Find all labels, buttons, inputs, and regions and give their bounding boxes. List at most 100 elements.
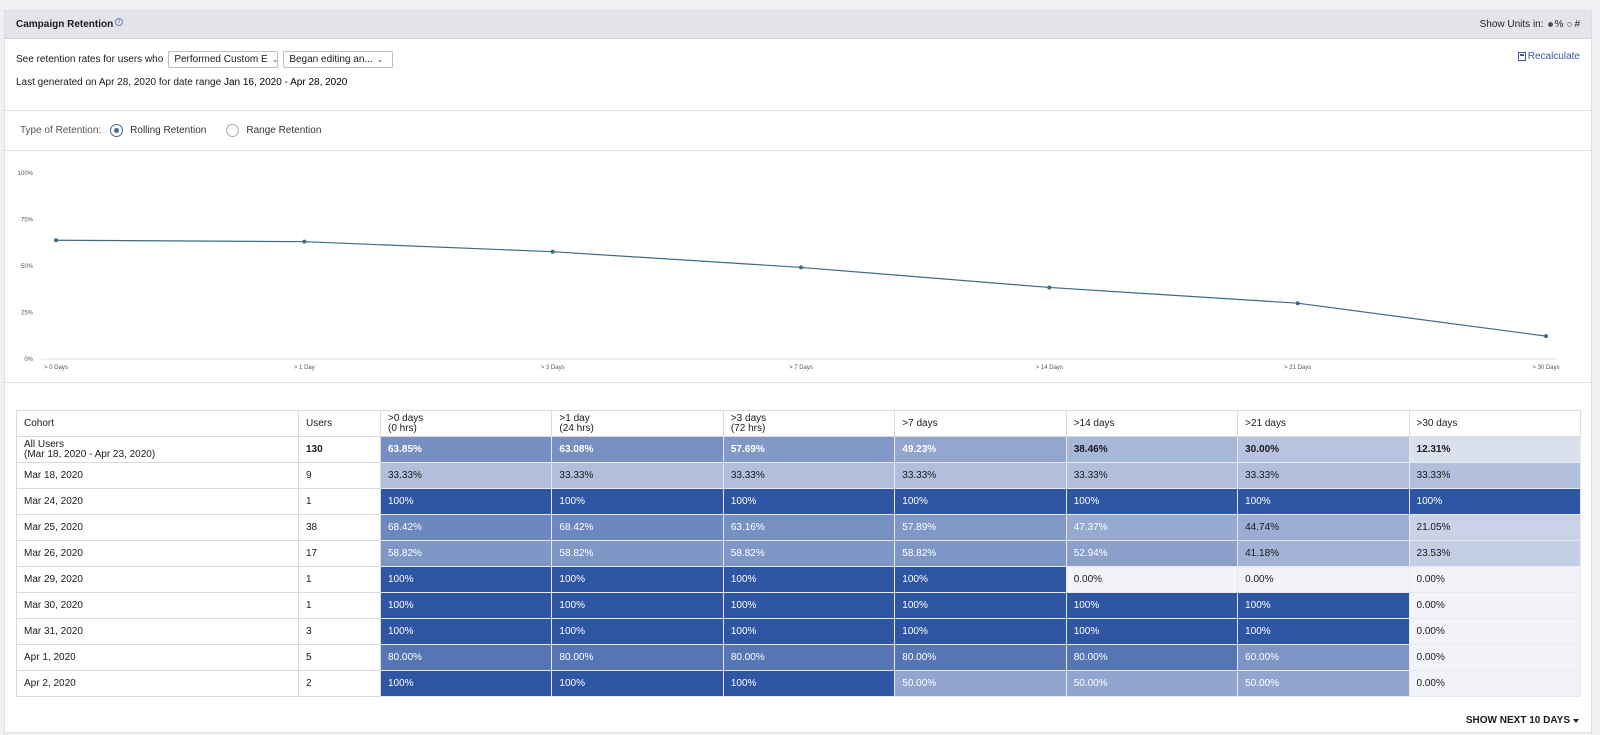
panel-title: Campaign Retention i [16, 17, 124, 30]
retention-cell: 100% [551, 670, 724, 697]
users-cell: 1 [298, 488, 381, 515]
column-header: Cohort [16, 410, 299, 437]
date-range: Jan 16, 2020 - Apr 28, 2020 [223, 77, 348, 88]
table-row: Mar 18, 2020 9 33.33% 33.33% 33.33% 33.33% 33.… [16, 462, 1582, 489]
retention-cell: 57.89% [894, 514, 1067, 541]
x-tick-label: > 1 Day [294, 365, 315, 371]
retention-cell: 80.00% [551, 644, 724, 671]
retention-cell: 100% [722, 566, 896, 593]
retention-cell: 49.23% [894, 436, 1067, 463]
retention-cell: 12.31% [1408, 436, 1582, 463]
table-header-row: Cohort Users >0 days (0 hrs) >1 day (24 hrs) >… [16, 410, 1582, 437]
cohort-cell: All Users (Mar 18, 2020 - Apr 23, 2020) [16, 436, 299, 463]
retention-table: Cohort Users >0 days (0 hrs) >1 day (24 hrs) >… [16, 410, 1582, 697]
data-point[interactable] [550, 249, 555, 254]
x-tick-label: > 30 Days [1532, 365, 1559, 371]
x-tick-label: > 3 Days [541, 365, 565, 371]
rolling-retention-option[interactable]: Rolling Retention [110, 124, 206, 137]
users-cell: 9 [298, 462, 381, 489]
column-header: >1 day (24 hrs) [551, 410, 724, 437]
data-point[interactable] [1544, 334, 1548, 339]
event-detail-select[interactable]: Began editing an... ⌄ [283, 51, 394, 68]
retention-cell: 58.82% [379, 540, 553, 567]
cohort-cell: Mar 31, 2020 [16, 618, 299, 645]
cohort-cell: Mar 29, 2020 [16, 566, 299, 593]
retention-cell: 100% [722, 592, 896, 619]
retention-cell: 100% [551, 618, 724, 645]
users-cell: 1 [298, 592, 381, 619]
retention-cell: 80.00% [379, 644, 553, 671]
retention-line-chart: 100% 75% 50% 25% 0% > 0 Days > 1 Day > 3 Days > … [18, 171, 1560, 371]
column-header: Users [298, 410, 381, 437]
retention-cell: 100% [379, 618, 553, 645]
panel-header: Campaign Retention i Show Units in: % # [5, 11, 1591, 39]
retention-cell: 58.82% [722, 540, 896, 567]
users-cell: 3 [298, 618, 381, 645]
table-row: Mar 24, 2020 1 100% 100% 100% 100% 100% 100% 100… [16, 488, 1582, 515]
data-point[interactable] [54, 238, 58, 243]
x-tick-label: > 7 Days [789, 365, 813, 371]
event-type-select[interactable]: Performed Custom E ⌄ [168, 51, 279, 68]
data-point[interactable] [302, 239, 307, 244]
table-row: Apr 1, 2020 5 80.00% 80.00% 80.00% 80.00% 80.0… [16, 644, 1582, 671]
retention-cell: 100% [551, 566, 724, 593]
retention-cell: 100% [722, 488, 896, 515]
retention-table-wrap: Cohort Users >0 days (0 hrs) >1 day (24 hrs) >… [16, 410, 1582, 697]
retention-cell: 30.00% [1237, 436, 1410, 463]
unit-percent-option[interactable]: % [1547, 19, 1563, 30]
y-tick-label: 75% [21, 218, 34, 224]
retention-cell: 44.74% [1237, 514, 1410, 541]
retention-cell: 100% [894, 618, 1067, 645]
retention-cell: 33.33% [379, 462, 553, 489]
cohort-cell: Mar 24, 2020 [16, 488, 299, 515]
recalculate-button[interactable]: Recalculate [1517, 51, 1580, 62]
retention-cell: 68.42% [551, 514, 724, 541]
column-header: >3 days (72 hrs) [722, 410, 896, 437]
chevron-down-icon: ⌄ [271, 55, 279, 64]
unit-count-option[interactable]: # [1567, 19, 1580, 30]
retention-cell: 0.00% [1408, 566, 1582, 593]
retention-cell: 63.85% [379, 436, 553, 463]
retention-cell: 0.00% [1237, 566, 1410, 593]
y-tick-label: 0% [24, 357, 33, 363]
retention-cell: 80.00% [894, 644, 1067, 671]
data-point[interactable] [1295, 301, 1300, 306]
retention-cell: 0.00% [1408, 644, 1582, 671]
retention-cell: 33.33% [1065, 462, 1239, 489]
data-point[interactable] [799, 265, 803, 270]
retention-cell: 33.33% [1408, 462, 1582, 489]
range-retention-option[interactable]: Range Retention [226, 124, 321, 137]
info-icon[interactable]: i [115, 17, 124, 26]
users-cell: 38 [298, 514, 381, 541]
retention-cell: 100% [1237, 618, 1410, 645]
retention-cell: 0.00% [1408, 618, 1582, 645]
table-row: Mar 29, 2020 1 100% 100% 100% 100% 0.00% 0.00% 0… [16, 566, 1582, 593]
column-header: >21 days [1237, 410, 1410, 437]
users-cell: 1 [298, 566, 381, 593]
users-cell: 2 [298, 670, 381, 697]
retention-cell: 100% [1237, 592, 1410, 619]
data-point[interactable] [1047, 285, 1052, 290]
retention-cell: 100% [1408, 488, 1582, 515]
retention-cell: 100% [722, 670, 896, 697]
retention-cell: 80.00% [722, 644, 896, 671]
show-next-days-button[interactable]: SHOW NEXT 10 DAYS [1466, 715, 1579, 726]
retention-cell: 100% [722, 618, 896, 645]
retention-cell: 100% [1065, 592, 1239, 619]
retention-chart: 100% 75% 50% 25% 0% > 0 Days > 1 Day > 3 Days > … [5, 151, 1591, 383]
retention-type: Type of Retention: Rolling Retention Ran… [5, 111, 1591, 151]
retention-cell: 23.53% [1408, 540, 1582, 567]
retention-cell: 33.33% [894, 462, 1067, 489]
retention-series-line [55, 239, 1547, 337]
table-row: Mar 30, 2020 1 100% 100% 100% 100% 100% 100% 0.0… [16, 592, 1582, 619]
retention-cell: 80.00% [1065, 644, 1239, 671]
users-cell: 5 [298, 644, 381, 671]
cohort-cell: Apr 2, 2020 [16, 670, 299, 697]
cohort-cell: Mar 25, 2020 [16, 514, 299, 541]
cohort-cell: Mar 26, 2020 [16, 540, 299, 567]
retention-cell: 100% [1237, 488, 1410, 515]
retention-cell: 100% [551, 592, 724, 619]
column-header: >14 days [1065, 410, 1239, 437]
retention-cell: 33.33% [1237, 462, 1410, 489]
retention-cell: 68.42% [379, 514, 553, 541]
